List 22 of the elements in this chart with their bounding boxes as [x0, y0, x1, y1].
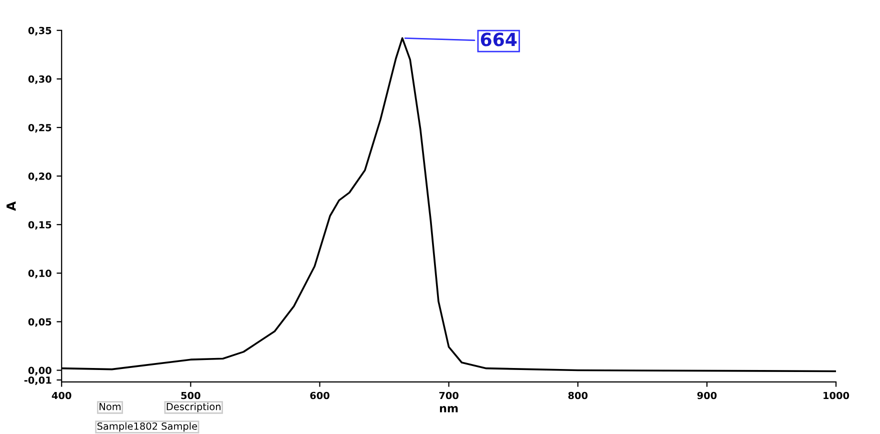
x-axis-title: nm	[440, 406, 458, 412]
annotation: 664	[480, 32, 517, 46]
x-tick-label: 400	[52, 392, 72, 400]
text: Description	[166, 402, 220, 412]
y-tick-label: -0,01	[24, 376, 52, 386]
text: Sample1802 Sample	[97, 422, 198, 432]
y-tick-label: 0,35	[28, 26, 52, 36]
x-tick-label: 900	[697, 392, 717, 400]
x-tick-label: 700	[439, 392, 458, 400]
y-axis-title: A	[6, 201, 16, 211]
x-tick-label: 800	[568, 392, 588, 400]
y-tick-label: 0,25	[28, 124, 52, 133]
y-tick-label: 0,15	[28, 221, 52, 230]
x-tick-label: 1000	[824, 392, 850, 400]
y-tick-label: 0,30	[28, 75, 52, 84]
x-tick-label: 600	[310, 392, 330, 400]
y-tick-label: 0,05	[28, 318, 52, 327]
y-tick-label: 0,10	[28, 270, 52, 278]
y-tick-label: 0,20	[28, 172, 52, 182]
text: Nom	[100, 403, 121, 410]
y-tick-label: 0,00	[28, 366, 52, 376]
x-tick-label: 500	[181, 392, 200, 400]
